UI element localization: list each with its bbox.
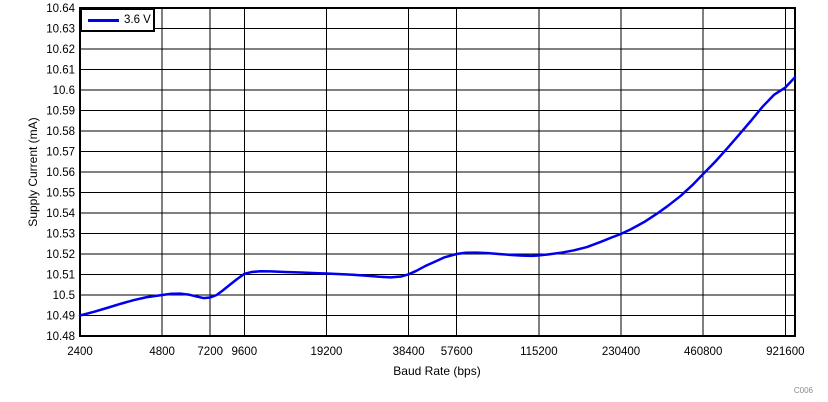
x-tick-label: 7200 [197, 346, 223, 358]
legend-label: 3.6 V [124, 14, 151, 26]
y-tick-label: 10.48 [46, 331, 75, 343]
x-tick-label: 460800 [684, 346, 722, 358]
y-tick-label: 10.63 [46, 24, 75, 36]
y-tick-label: 10.61 [46, 65, 75, 77]
y-tick-label: 10.59 [46, 106, 75, 118]
figure-code-watermark: C006 [793, 386, 813, 395]
x-tick-label: 921600 [766, 346, 804, 358]
x-tick-label: 230400 [602, 346, 640, 358]
y-tick-label: 10.53 [46, 229, 75, 241]
x-tick-label: 57600 [441, 346, 473, 358]
y-tick-label: 10.5 [53, 290, 75, 302]
x-tick-label: 19200 [310, 346, 342, 358]
x-axis-title: Baud Rate (bps) [393, 364, 481, 378]
x-tick-label: 2400 [67, 346, 93, 358]
legend-line-sample [88, 18, 119, 22]
y-tick-label: 10.54 [46, 208, 75, 220]
y-tick-label: 10.6 [53, 85, 75, 97]
y-tick-label: 10.62 [46, 44, 75, 56]
x-tick-label: 9600 [232, 346, 258, 358]
y-tick-label: 10.52 [46, 249, 75, 261]
plot-border [79, 7, 796, 337]
x-tick-label: 115200 [520, 346, 558, 358]
x-tick-label: 4800 [149, 346, 175, 358]
legend: 3.6 V [80, 8, 155, 32]
x-tick-label: 38400 [393, 346, 425, 358]
y-tick-label: 10.49 [46, 311, 75, 323]
y-tick-label: 10.57 [46, 147, 75, 159]
y-tick-label: 10.64 [46, 3, 75, 15]
series-line [78, 76, 797, 317]
y-tick-label: 10.55 [46, 188, 75, 200]
y-tick-label: 10.58 [46, 126, 75, 138]
y-tick-label: 10.51 [46, 270, 75, 282]
y-tick-label: 10.56 [46, 167, 75, 179]
y-axis-title: Supply Current (mA) [26, 117, 40, 227]
